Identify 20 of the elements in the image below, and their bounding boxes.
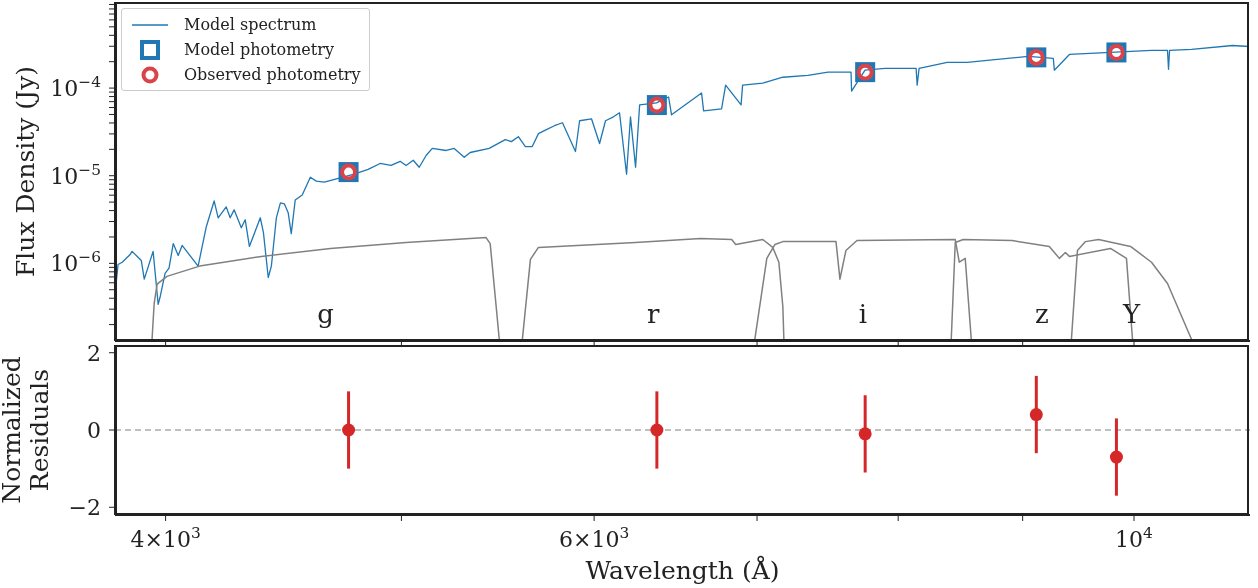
- legend-label: Model spectrum: [184, 15, 317, 34]
- x-tick-label: 6×10$^{3}$: [559, 524, 630, 552]
- y-axis-title: Normalized Residuals: [0, 356, 54, 504]
- y-tick-label: 2: [87, 340, 101, 366]
- annotation: g: [317, 299, 334, 330]
- y-tick-label: 10$^{−5}$: [50, 160, 101, 189]
- legend-label: Observed photometry: [184, 65, 361, 84]
- x-tick-label: 4×10$^{3}$: [130, 524, 201, 552]
- y-tick-label: 0: [87, 418, 101, 443]
- annotation: i: [858, 299, 868, 330]
- annotation: Y: [1121, 299, 1141, 330]
- y-tick-label: −2: [68, 495, 101, 521]
- y-axis-title: Flux Density (Jy): [11, 65, 40, 278]
- x-axis-title: Wavelength (Å): [585, 555, 780, 585]
- y-tick-label: 10$^{−6}$: [50, 248, 101, 277]
- y-tick-label: 10$^{−4}$: [50, 73, 102, 102]
- x-tick-label: 10$^{4}$: [1115, 524, 1154, 552]
- annotation: r: [646, 299, 660, 330]
- annotation: z: [1035, 299, 1049, 330]
- legend-label: Model photometry: [184, 40, 334, 59]
